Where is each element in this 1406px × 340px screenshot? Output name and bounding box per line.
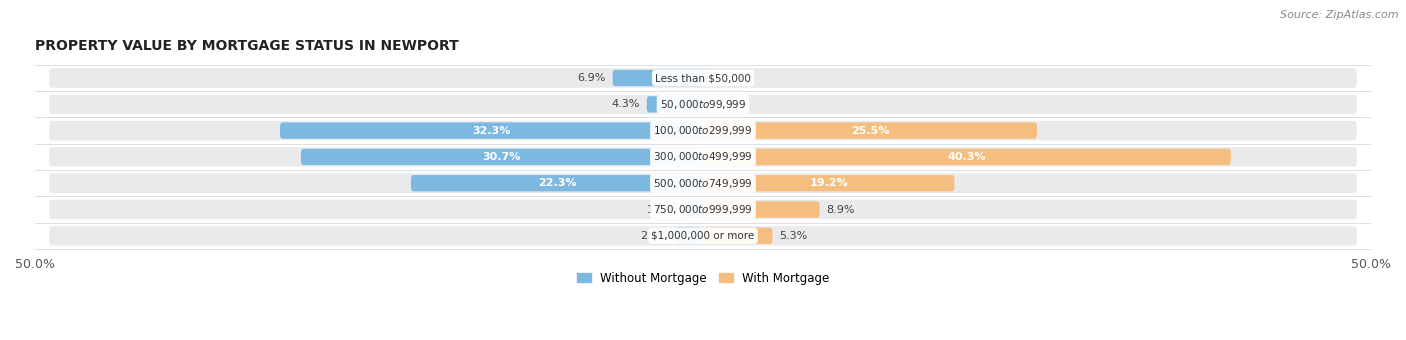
Text: 5.3%: 5.3%	[779, 231, 807, 241]
Text: 22.3%: 22.3%	[537, 178, 576, 188]
FancyBboxPatch shape	[280, 122, 703, 139]
Text: $300,000 to $499,999: $300,000 to $499,999	[654, 150, 752, 164]
FancyBboxPatch shape	[48, 199, 1358, 220]
FancyBboxPatch shape	[48, 172, 1358, 194]
FancyBboxPatch shape	[703, 96, 709, 113]
FancyBboxPatch shape	[703, 201, 820, 218]
FancyBboxPatch shape	[411, 175, 703, 191]
FancyBboxPatch shape	[703, 70, 709, 86]
FancyBboxPatch shape	[48, 120, 1358, 141]
FancyBboxPatch shape	[613, 70, 703, 86]
Text: 40.3%: 40.3%	[948, 152, 986, 162]
Text: 30.7%: 30.7%	[482, 152, 522, 162]
FancyBboxPatch shape	[703, 175, 955, 191]
FancyBboxPatch shape	[675, 228, 703, 244]
Text: 32.3%: 32.3%	[472, 125, 510, 136]
Text: 25.5%: 25.5%	[851, 125, 889, 136]
Text: 19.2%: 19.2%	[810, 178, 848, 188]
Text: $50,000 to $99,999: $50,000 to $99,999	[659, 98, 747, 111]
FancyBboxPatch shape	[48, 94, 1358, 115]
FancyBboxPatch shape	[301, 149, 703, 165]
FancyBboxPatch shape	[703, 228, 772, 244]
Text: Source: ZipAtlas.com: Source: ZipAtlas.com	[1281, 10, 1399, 20]
FancyBboxPatch shape	[48, 225, 1358, 246]
Text: 1.6%: 1.6%	[647, 205, 675, 215]
Text: 6.9%: 6.9%	[578, 73, 606, 83]
Text: $500,000 to $749,999: $500,000 to $749,999	[654, 177, 752, 190]
FancyBboxPatch shape	[703, 149, 1230, 165]
Text: 8.9%: 8.9%	[827, 205, 855, 215]
Text: 2.1%: 2.1%	[641, 231, 669, 241]
Text: PROPERTY VALUE BY MORTGAGE STATUS IN NEWPORT: PROPERTY VALUE BY MORTGAGE STATUS IN NEW…	[35, 39, 458, 53]
FancyBboxPatch shape	[682, 201, 703, 218]
FancyBboxPatch shape	[48, 146, 1358, 168]
FancyBboxPatch shape	[48, 67, 1358, 89]
FancyBboxPatch shape	[647, 96, 703, 113]
Legend: Without Mortgage, With Mortgage: Without Mortgage, With Mortgage	[572, 267, 834, 289]
FancyBboxPatch shape	[703, 122, 1038, 139]
Text: 4.3%: 4.3%	[612, 99, 640, 109]
Text: $1,000,000 or more: $1,000,000 or more	[651, 231, 755, 241]
Text: Less than $50,000: Less than $50,000	[655, 73, 751, 83]
Text: $100,000 to $299,999: $100,000 to $299,999	[654, 124, 752, 137]
Text: $750,000 to $999,999: $750,000 to $999,999	[654, 203, 752, 216]
